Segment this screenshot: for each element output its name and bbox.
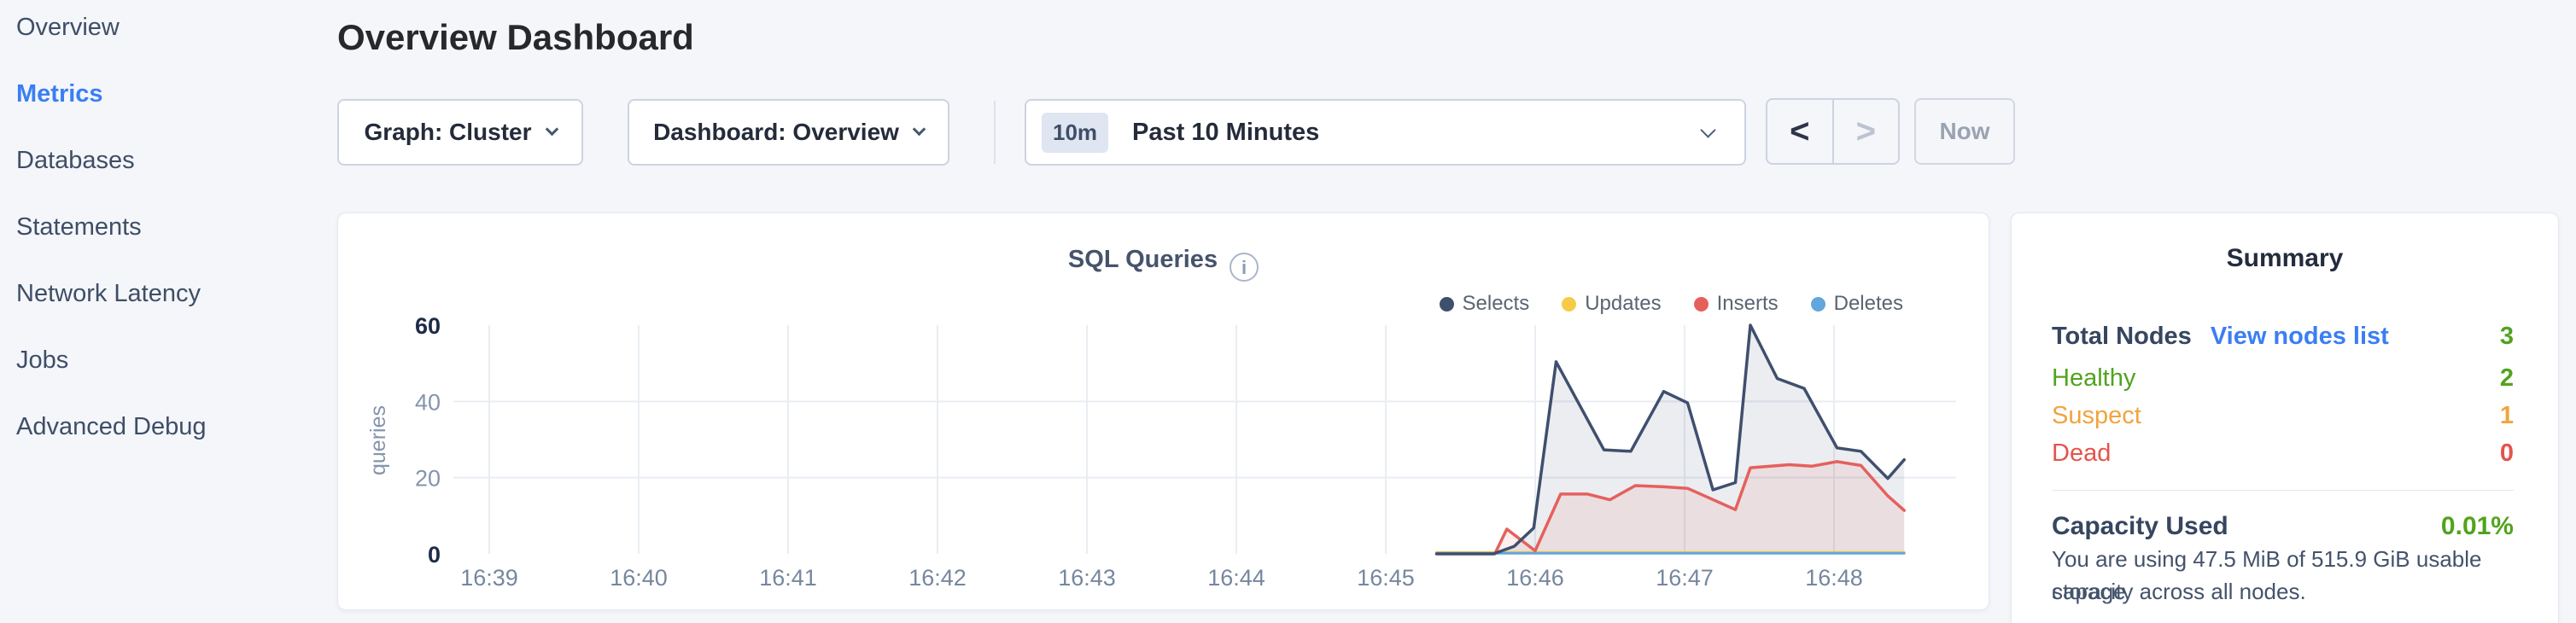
x-axis-tick-label: 16:39 [460, 565, 518, 591]
y-axis-tick-label: 20 [415, 466, 441, 492]
healthy-value: 2 [2499, 364, 2514, 392]
summary-divider [2052, 490, 2514, 491]
sidebar-item-network-latency[interactable]: Network Latency [16, 280, 201, 307]
legend-dot-inserts [1693, 296, 1709, 312]
chevron-down-icon [912, 122, 926, 136]
sql-queries-chart[interactable]: 16:39 16:40 16:41 16:42 16:43 16:44 16:45 16:46… [338, 213, 1990, 611]
legend-dot-updates [1562, 296, 1577, 312]
x-axis-tick-label: 16:44 [1207, 565, 1265, 591]
total-nodes-label: Total Nodes [2052, 323, 2192, 350]
dead-value: 0 [2499, 440, 2514, 467]
y-axis-tick-label: 40 [415, 389, 441, 415]
x-axis-tick-label: 16:47 [1656, 565, 1714, 591]
legend-label: Selects [1462, 292, 1530, 315]
legend-label: Updates [1585, 292, 1662, 315]
dashboard-dropdown-label: Dashboard: Overview [653, 119, 899, 145]
x-axis-tick-label: 16:41 [759, 565, 817, 591]
toolbar-divider [994, 101, 996, 164]
sidebar-item-advanced-debug[interactable]: Advanced Debug [16, 413, 207, 440]
capacity-description: You are using 47.5 MiB of 515.9 GiB usab… [2052, 546, 2482, 604]
summary-panel: Summary Total Nodes View nodes list 3 He… [2011, 213, 2559, 623]
y-axis-tick-label: 0 [428, 542, 441, 568]
info-icon[interactable]: i [1230, 253, 1259, 282]
x-axis-tick-label: 16:48 [1805, 565, 1863, 591]
sidebar-item-metrics[interactable]: Metrics [16, 80, 103, 108]
x-axis-tick-label: 16:42 [908, 565, 967, 591]
x-axis-tick-label: 16:43 [1058, 565, 1116, 591]
y-axis-title: queries [366, 405, 390, 475]
legend-dot-selects [1439, 296, 1454, 312]
chevron-down-icon [1700, 121, 1716, 138]
legend-dot-deletes [1810, 296, 1825, 312]
series-selects-line [1434, 323, 1906, 556]
total-nodes-value: 3 [2499, 323, 2514, 350]
chart-title-row: SQL Queries i [338, 246, 1989, 282]
suspect-label: Suspect [2052, 402, 2141, 429]
suspect-value: 1 [2499, 402, 2514, 429]
y-axis-tick-label: 60 [415, 313, 441, 339]
sql-queries-chart-panel: 16:39 16:40 16:41 16:42 16:43 16:44 16:45 16:46… [337, 213, 1989, 610]
legend-item-selects: Selects [1439, 292, 1530, 316]
view-nodes-list-link[interactable]: View nodes list [2210, 323, 2389, 350]
legend-item-updates: Updates [1562, 292, 1662, 316]
x-axis-tick-label: 16:45 [1357, 565, 1415, 591]
capacity-used-row: Capacity Used 0.01% [2052, 512, 2514, 541]
time-range-badge: 10m [1042, 112, 1109, 153]
series-inserts-area [1494, 461, 1905, 554]
capacity-used-value: 0.01% [2440, 512, 2514, 540]
graph-scope-dropdown-label: Graph: Cluster [364, 119, 532, 145]
dead-nodes-row: Dead 0 [2052, 440, 2514, 468]
dashboard-dropdown[interactable]: Dashboard: Overview [628, 99, 949, 166]
healthy-nodes-row: Healthy 2 [2052, 364, 2514, 393]
x-axis-tick-label: 16:40 [610, 565, 668, 591]
legend-label: Inserts [1716, 292, 1779, 315]
chart-title: SQL Queries [1067, 246, 1218, 273]
sidebar-item-statements[interactable]: Statements [16, 213, 142, 241]
dead-label: Dead [2052, 440, 2112, 467]
sidebar-item-databases[interactable]: Databases [16, 147, 135, 174]
legend-item-inserts: Inserts [1693, 292, 1779, 316]
time-step-forward-button[interactable]: > [1855, 112, 1876, 150]
time-step-buttons: < > [1766, 98, 1900, 165]
legend-item-deletes: Deletes [1810, 292, 1903, 316]
healthy-label: Healthy [2052, 364, 2136, 392]
x-axis-tick-label: 16:46 [1506, 565, 1564, 591]
sidebar-item-overview[interactable]: Overview [16, 14, 120, 41]
capacity-used-label: Capacity Used [2052, 512, 2228, 540]
chart-legend: Selects Updates Inserts Deletes [1439, 292, 1903, 316]
time-range-selector[interactable]: 10m Past 10 Minutes [1025, 99, 1746, 166]
legend-label: Deletes [1833, 292, 1903, 315]
page-title: Overview Dashboard [337, 17, 694, 57]
suspect-nodes-row: Suspect 1 [2052, 402, 2514, 430]
time-step-back-button[interactable]: < [1767, 100, 1834, 163]
sidebar-item-jobs[interactable]: Jobs [16, 346, 69, 374]
summary-title: Summary [2226, 244, 2344, 272]
now-button[interactable]: Now [1914, 98, 2015, 165]
graph-scope-dropdown[interactable]: Graph: Cluster [337, 99, 583, 166]
total-nodes-row: Total Nodes View nodes list 3 [2052, 323, 2514, 351]
sidebar: Overview Metrics Databases Statements Ne… [0, 0, 337, 623]
time-range-label: Past 10 Minutes [1132, 118, 1320, 146]
chevron-down-icon [545, 122, 558, 136]
capacity-description: capacity across all nodes. [2052, 579, 2306, 604]
series-inserts-line [1492, 460, 1906, 556]
